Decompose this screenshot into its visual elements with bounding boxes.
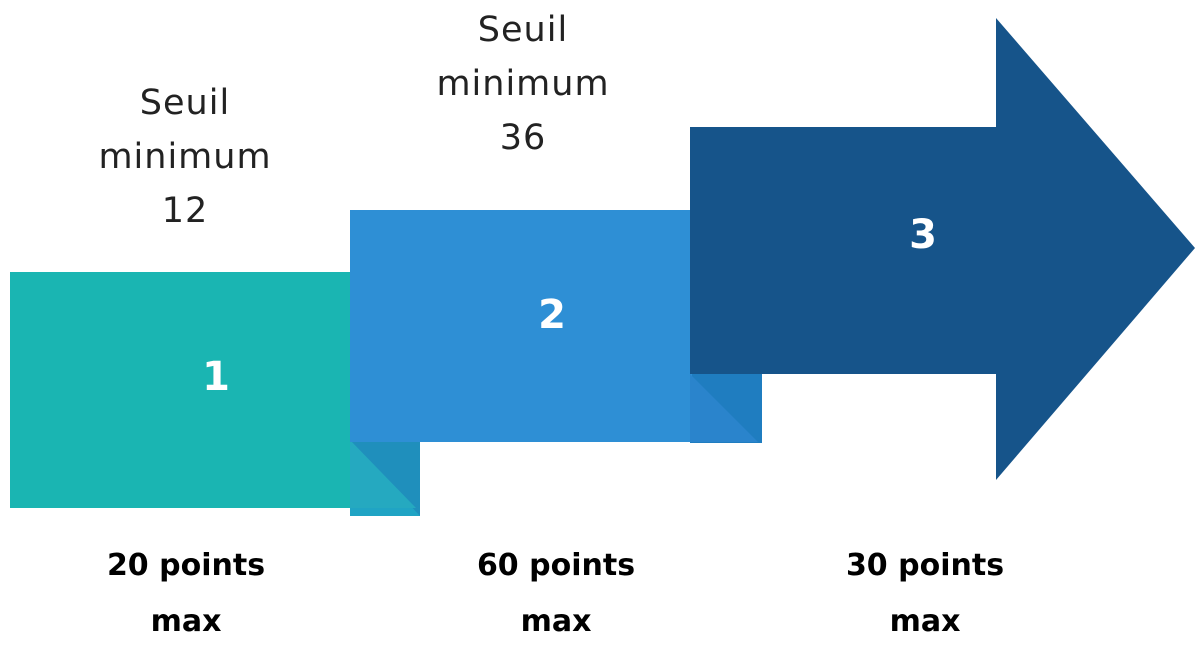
points-label-1: 20 points max <box>76 538 296 650</box>
threshold-2-line1: Seuil <box>477 10 569 50</box>
points-label-3: 30 points max <box>815 538 1035 650</box>
points-2-line2: max <box>520 604 592 639</box>
step-3-number: 3 <box>909 212 937 258</box>
threshold-2-line2: minimum <box>436 64 610 104</box>
threshold-2-value: 36 <box>499 118 547 158</box>
points-1-line2: max <box>150 604 222 639</box>
step-2-fold-corner <box>690 374 758 442</box>
step-1-number: 1 <box>202 354 230 400</box>
threshold-1-line1: Seuil <box>139 83 231 123</box>
points-3-line2: max <box>889 604 961 639</box>
step-3-arrow <box>690 18 1195 480</box>
points-label-2: 60 points max <box>446 538 666 650</box>
points-2-line1: 60 points <box>476 548 636 583</box>
step-1-fold-corner <box>350 440 416 508</box>
step-diagram <box>10 18 1195 516</box>
threshold-label-1: Seuil minimum 12 <box>80 76 290 238</box>
step-2-block <box>350 210 692 442</box>
threshold-label-2: Seuil minimum 36 <box>418 3 628 165</box>
points-3-line1: 30 points <box>845 548 1005 583</box>
step-2-number: 2 <box>538 292 566 338</box>
threshold-1-value: 12 <box>161 191 209 231</box>
points-1-line1: 20 points <box>106 548 266 583</box>
step-1-block <box>10 272 352 508</box>
threshold-1-line2: minimum <box>98 137 272 177</box>
